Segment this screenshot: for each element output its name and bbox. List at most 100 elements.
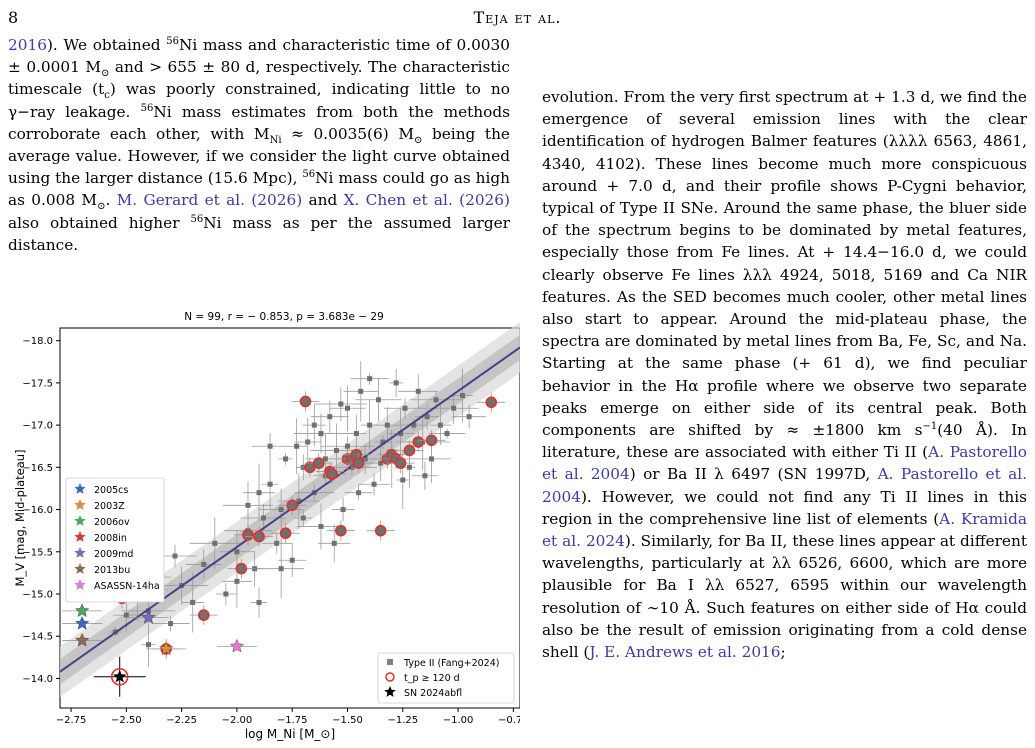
running-head: 8 Teja et al. bbox=[0, 6, 1035, 30]
red-circle-point bbox=[335, 524, 347, 537]
left_column-text-run: ) was poorly constrained, indicating lit… bbox=[8, 80, 510, 121]
left_column-superscript: 56 bbox=[166, 35, 180, 47]
legend-black-star bbox=[384, 686, 396, 697]
figure-scatter-plot: N = 99, r = − 0.853, p = 3.683e − 29 −2.… bbox=[8, 308, 529, 744]
right_column-citation-link[interactable]: A. Pastorello et al. 2004 bbox=[542, 465, 1027, 506]
legend-sn-marker bbox=[74, 579, 86, 590]
left_column-citation-link[interactable]: 2016 bbox=[8, 36, 47, 54]
left_column-text-run: Ni mass estimates from both the methods … bbox=[8, 102, 511, 143]
right_column-citation-link[interactable]: A. Pastorello et al. 2004 bbox=[542, 443, 1027, 484]
legend-sne: 2005cs 2003Z 2006ov 2008in 2009md 2013bu ASASS… bbox=[65, 477, 165, 603]
y-tick-label: −14.0 bbox=[22, 674, 53, 685]
sn2024abfl-ring bbox=[110, 667, 129, 686]
left_column-citation-link[interactable]: X. Chen et al. (2026) bbox=[343, 191, 510, 210]
grey-point bbox=[145, 642, 151, 648]
grey-point bbox=[318, 523, 324, 529]
left_column-text-run: Ni mass as per the assumed larger distan… bbox=[8, 213, 510, 254]
grey-point bbox=[371, 481, 377, 487]
grey-point bbox=[256, 490, 262, 496]
grey-point bbox=[398, 431, 404, 437]
red-circles bbox=[107, 391, 506, 659]
right-paragraph: evolution. From the very first spectrum … bbox=[542, 86, 1027, 663]
chart-title: N = 99, r = − 0.853, p = 3.683e − 29 bbox=[184, 311, 384, 323]
left_column-text-run: . bbox=[105, 191, 117, 210]
grey-point bbox=[294, 443, 300, 449]
grey-point bbox=[278, 566, 284, 572]
grey-point bbox=[212, 540, 218, 546]
grey-point bbox=[415, 388, 421, 394]
right_column-citation-link[interactable]: A. Kramida et al. 2024 bbox=[542, 509, 1027, 551]
legend-marker-label: SN 2024abfl bbox=[404, 688, 462, 699]
right-column-text: evolution. From the very first spectrum … bbox=[542, 86, 1027, 663]
left_column-text-run: ). We obtained bbox=[46, 36, 167, 54]
red-circle-point bbox=[326, 468, 338, 480]
left_column-subscript: ⊙ bbox=[101, 68, 110, 80]
grey-point bbox=[345, 443, 350, 449]
grey-point bbox=[433, 397, 439, 403]
grey-point bbox=[429, 456, 435, 462]
grey-point bbox=[168, 621, 174, 627]
grey-point bbox=[318, 431, 324, 437]
grey-point bbox=[375, 397, 381, 403]
left_column-text-run: Ni mass could go as high as 0.008 M bbox=[8, 169, 510, 210]
grey-point bbox=[311, 422, 317, 428]
legend-sne-box bbox=[65, 477, 165, 603]
red-circle-point bbox=[485, 396, 498, 409]
grey-point bbox=[278, 507, 284, 513]
legend-grey-square bbox=[387, 659, 393, 665]
page-number: 8 bbox=[8, 8, 19, 27]
grey-point bbox=[406, 464, 412, 470]
left_column-superscript: 56 bbox=[190, 213, 204, 225]
grey-point bbox=[384, 422, 390, 428]
grey-point bbox=[267, 481, 273, 487]
legend-sn-marker bbox=[74, 563, 86, 574]
grey-point bbox=[260, 515, 266, 521]
sn-marker bbox=[141, 610, 156, 624]
legend-sn-label: 2006ov bbox=[94, 517, 130, 528]
left_column-text-run: ≈ 0.0035(6) M bbox=[281, 124, 414, 143]
running-title: Teja et al. bbox=[473, 8, 562, 27]
left_column-text-run: being the average value. However, if we … bbox=[8, 124, 510, 188]
legend-sn-marker bbox=[74, 483, 86, 494]
red-circle-point bbox=[394, 457, 407, 469]
red-circle-point bbox=[286, 499, 299, 512]
y-tick-label: −17.0 bbox=[22, 421, 53, 432]
right_column-text-run: ). However, we could not find any Ti II … bbox=[542, 487, 1027, 528]
grey-point bbox=[190, 599, 196, 605]
grey-point bbox=[234, 578, 240, 584]
right_column-text-run: ). Similarly, for Ba II, these lines app… bbox=[542, 532, 1027, 662]
left_column-subscript: ⊙ bbox=[97, 201, 106, 213]
grey-point bbox=[305, 439, 311, 445]
x-tick-label: −2.50 bbox=[111, 715, 142, 726]
grey-point bbox=[331, 540, 337, 546]
legend-markers-box bbox=[377, 652, 515, 704]
grey-point bbox=[393, 380, 399, 386]
grey-point bbox=[402, 405, 408, 411]
x-axis-label: log M_Ni [M_⊙] bbox=[245, 727, 335, 741]
red-circle-point bbox=[299, 395, 312, 408]
y-tick-label: −15.0 bbox=[22, 590, 53, 601]
x-tick-label: −2.00 bbox=[222, 715, 253, 726]
grey-point bbox=[234, 549, 240, 555]
grey-point bbox=[367, 422, 373, 428]
sn-marker bbox=[75, 632, 90, 647]
grey-point bbox=[356, 490, 362, 496]
red-circle-point bbox=[312, 457, 325, 469]
left-paragraph: 2016). We obtained 56Ni mass and charact… bbox=[8, 34, 510, 256]
left_column-text-run: and bbox=[302, 191, 344, 210]
left_column-subscript: ⊙ bbox=[413, 134, 423, 146]
grey-point bbox=[322, 456, 328, 462]
right_column-citation-link[interactable]: J. E. Andrews et al. 2016 bbox=[589, 643, 781, 662]
legend-sn-label: 2008in bbox=[94, 533, 127, 544]
legend-sn-marker bbox=[74, 531, 86, 542]
red-circle-point bbox=[374, 524, 387, 537]
x-tick-label: −1.00 bbox=[443, 715, 474, 726]
legend-sn-label: 2013bu bbox=[94, 565, 130, 576]
sn2024abfl-star bbox=[113, 669, 127, 683]
y-tick-label: −14.5 bbox=[22, 632, 53, 643]
grey-point bbox=[444, 431, 450, 437]
legend-marker-label: Type II (Fang+2024) bbox=[403, 658, 499, 669]
legend-sn-marker bbox=[74, 499, 86, 510]
x-tick-label: −1.75 bbox=[277, 715, 308, 726]
left_column-citation-link[interactable]: M. Gerard et al. (2026) bbox=[116, 191, 303, 210]
